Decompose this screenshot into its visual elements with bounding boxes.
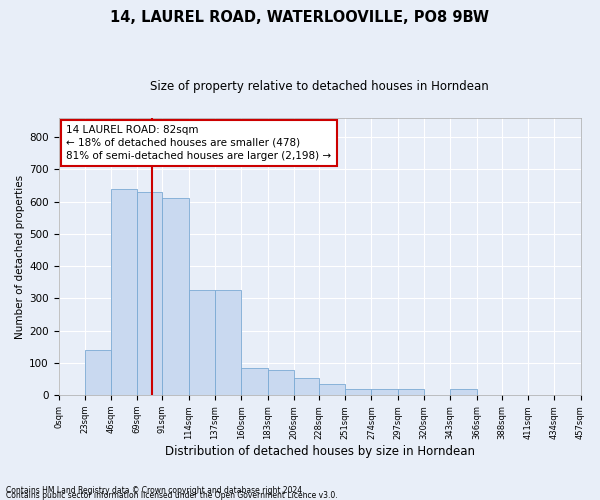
Bar [163, 198, 189, 395]
Title: Size of property relative to detached houses in Horndean: Size of property relative to detached ho… [150, 80, 489, 93]
Bar [268, 370, 294, 395]
Bar [189, 290, 215, 395]
Bar [319, 384, 345, 395]
Bar [398, 390, 424, 395]
Bar [215, 290, 241, 395]
Y-axis label: Number of detached properties: Number of detached properties [15, 174, 25, 338]
Bar [371, 390, 398, 395]
Bar [450, 390, 476, 395]
Bar [345, 389, 371, 395]
Bar [294, 378, 319, 395]
Bar [137, 192, 163, 395]
Text: Contains public sector information licensed under the Open Government Licence v3: Contains public sector information licen… [6, 490, 338, 500]
Text: Contains HM Land Registry data © Crown copyright and database right 2024.: Contains HM Land Registry data © Crown c… [6, 486, 305, 495]
Bar [111, 189, 137, 395]
X-axis label: Distribution of detached houses by size in Horndean: Distribution of detached houses by size … [164, 444, 475, 458]
Bar [554, 394, 581, 395]
Text: 14, LAUREL ROAD, WATERLOOVILLE, PO8 9BW: 14, LAUREL ROAD, WATERLOOVILLE, PO8 9BW [110, 10, 490, 25]
Bar [241, 368, 268, 395]
Bar [59, 394, 85, 395]
Bar [85, 350, 111, 395]
Text: 14 LAUREL ROAD: 82sqm
← 18% of detached houses are smaller (478)
81% of semi-det: 14 LAUREL ROAD: 82sqm ← 18% of detached … [67, 124, 331, 161]
